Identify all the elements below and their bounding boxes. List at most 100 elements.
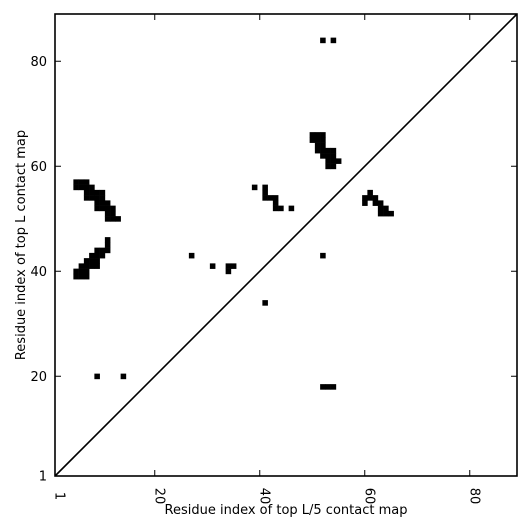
contact-cell-lower bbox=[110, 210, 116, 217]
contact-cell-lower bbox=[83, 189, 90, 196]
contact-cell-lower bbox=[94, 263, 100, 269]
contact-cell-upper bbox=[272, 195, 279, 201]
contact-cell-lower bbox=[89, 263, 95, 269]
contact-cell-lower bbox=[225, 263, 232, 269]
contact-cell-upper bbox=[262, 184, 268, 191]
contact-cell-upper bbox=[335, 158, 342, 164]
contact-cell-lower bbox=[94, 252, 100, 259]
contact-cell-lower bbox=[388, 210, 394, 217]
contact-cell-upper bbox=[251, 184, 258, 191]
contact-cell-lower bbox=[104, 210, 111, 217]
contact-cell-lower bbox=[89, 258, 95, 264]
contact-cell-lower bbox=[104, 205, 111, 212]
contact-cell-lower bbox=[94, 200, 100, 206]
contact-cell-lower bbox=[225, 268, 232, 275]
contact-cell-lower bbox=[377, 205, 384, 212]
contact-cell-lower bbox=[209, 263, 216, 269]
contact-cell-lower bbox=[99, 189, 106, 196]
contact-cell-upper bbox=[320, 137, 326, 143]
contact-cell-lower bbox=[320, 384, 326, 390]
contact-cell-lower bbox=[230, 263, 237, 269]
contact-cell-lower bbox=[104, 237, 111, 243]
contact-cell-lower bbox=[99, 205, 106, 212]
contact-cell-lower bbox=[83, 195, 90, 201]
contact-cell-lower bbox=[94, 189, 100, 196]
contact-cell-upper bbox=[309, 137, 316, 143]
contact-cell-lower bbox=[83, 184, 90, 191]
contact-cell-lower bbox=[94, 247, 100, 254]
contact-cell-upper bbox=[320, 132, 326, 138]
contact-cell-lower bbox=[372, 195, 379, 201]
contact-cell-lower bbox=[104, 200, 111, 206]
contact-cell-upper bbox=[325, 153, 331, 159]
contact-cell-lower bbox=[83, 263, 90, 269]
contact-cell-lower bbox=[83, 179, 90, 185]
contact-cell-lower bbox=[78, 263, 85, 269]
contact-cell-lower bbox=[104, 247, 111, 254]
contact-cell-upper bbox=[314, 147, 321, 154]
contact-cell-upper bbox=[325, 163, 331, 170]
contact-cell-upper bbox=[330, 158, 337, 164]
contact-cell-lower bbox=[367, 189, 373, 196]
contact-cell-lower bbox=[99, 247, 106, 254]
plot-frame bbox=[54, 13, 518, 477]
contact-cell-upper bbox=[320, 153, 326, 159]
contact-cell-lower bbox=[330, 384, 337, 390]
contact-cell-lower bbox=[110, 216, 116, 222]
contact-cell-lower bbox=[262, 300, 268, 306]
contact-cell-lower bbox=[78, 184, 85, 191]
contact-cell-lower bbox=[383, 205, 389, 212]
contact-cell-upper bbox=[272, 205, 279, 212]
contact-cell-lower bbox=[104, 242, 111, 248]
contact-cell-lower bbox=[94, 258, 100, 264]
contact-cell-upper bbox=[320, 142, 326, 149]
contact-cell-lower bbox=[73, 273, 79, 280]
contact-cell-lower bbox=[83, 258, 90, 264]
contact-cell-lower bbox=[94, 205, 100, 212]
contact-cell-lower bbox=[383, 210, 389, 217]
contact-cell-lower bbox=[89, 189, 95, 196]
y-axis-label: Residue index of top L contact map bbox=[14, 130, 29, 360]
contact-cell-upper bbox=[267, 195, 274, 201]
contact-cell-upper bbox=[330, 37, 337, 44]
contact-cell-lower bbox=[78, 268, 85, 275]
contact-cell-lower bbox=[377, 210, 384, 217]
x-tick-label: 20 bbox=[151, 488, 166, 505]
contact-cell-upper bbox=[330, 163, 337, 170]
x-axis-label: Residue index of top L/5 contact map bbox=[165, 503, 408, 518]
contact-cell-lower bbox=[94, 373, 100, 380]
contact-cell-upper bbox=[314, 142, 321, 149]
x-tick-label: 60 bbox=[361, 488, 376, 505]
y-tick-label: 80 bbox=[30, 55, 47, 70]
contact-cell-lower bbox=[367, 195, 373, 201]
contact-cell-upper bbox=[288, 205, 295, 212]
contact-cell-lower bbox=[377, 200, 384, 206]
contact-cell-lower bbox=[372, 200, 379, 206]
contact-cell-lower bbox=[78, 179, 85, 185]
contact-cell-lower bbox=[104, 216, 111, 222]
contact-cell-upper bbox=[325, 147, 331, 154]
contact-cell-lower bbox=[99, 200, 106, 206]
contact-cell-lower bbox=[73, 268, 79, 275]
contact-cell-lower bbox=[325, 384, 331, 390]
contact-cell-lower bbox=[73, 179, 79, 185]
contact-cell-lower bbox=[99, 252, 106, 259]
contact-cell-lower bbox=[83, 273, 90, 280]
contact-cell-lower bbox=[188, 252, 195, 259]
x-tick-label: 80 bbox=[466, 488, 481, 505]
contact-cell-lower bbox=[73, 184, 79, 191]
contact-cell-upper bbox=[320, 147, 326, 154]
contact-cell-lower bbox=[115, 216, 121, 222]
x-tick-label: 1 bbox=[52, 492, 67, 500]
contact-cell-lower bbox=[362, 200, 368, 206]
contact-cell-lower bbox=[362, 195, 368, 201]
x-tick-label: 40 bbox=[256, 488, 271, 505]
contact-cell-lower bbox=[110, 205, 116, 212]
y-tick-label: 40 bbox=[30, 265, 47, 280]
contact-cell-lower bbox=[89, 195, 95, 201]
contact-cell-lower bbox=[94, 195, 100, 201]
contact-cell-lower bbox=[120, 373, 127, 380]
contact-cell-upper bbox=[314, 137, 321, 143]
contact-cell-upper bbox=[320, 252, 326, 259]
